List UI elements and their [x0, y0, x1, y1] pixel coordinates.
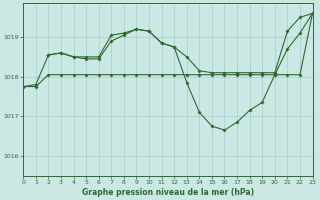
X-axis label: Graphe pression niveau de la mer (hPa): Graphe pression niveau de la mer (hPa) [82, 188, 254, 197]
